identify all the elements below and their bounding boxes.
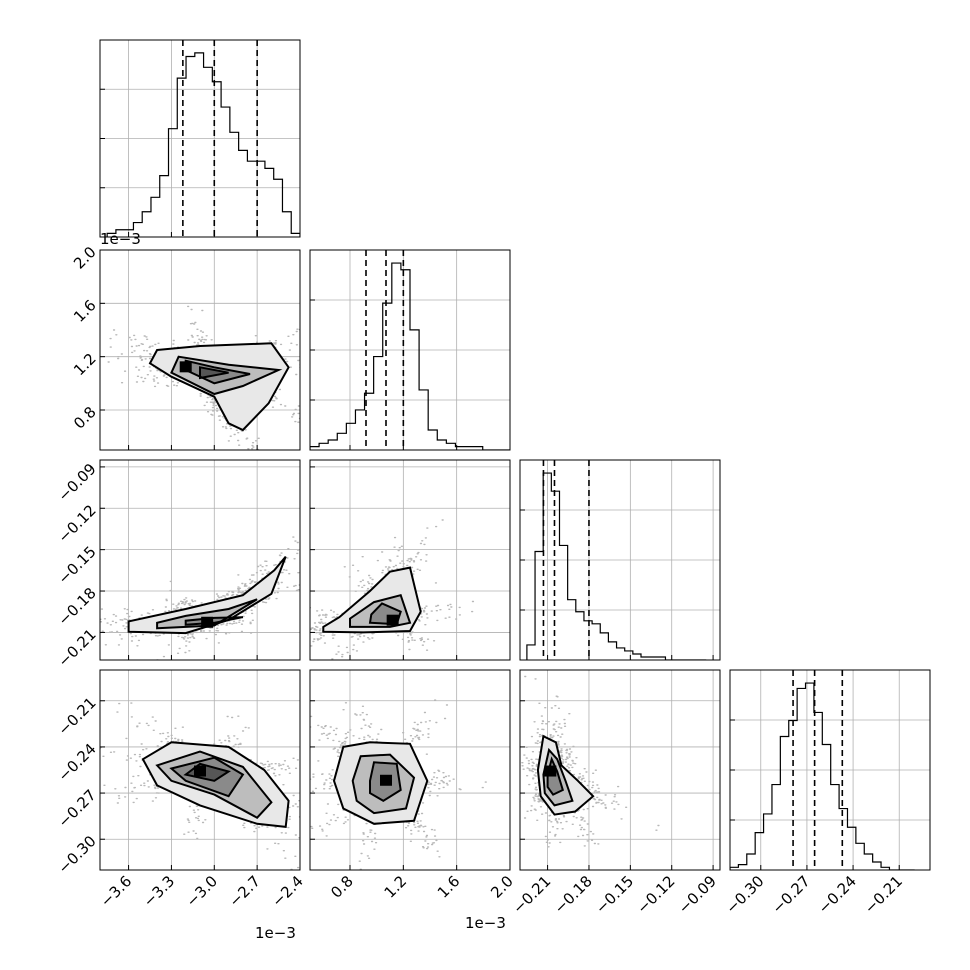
- x-tick-label-param-0: −3.0: [183, 872, 221, 910]
- histogram-grid-0: [100, 40, 300, 237]
- joint-frame-0-3: [99, 669, 301, 871]
- y-tick-label-param-3: −0.27: [54, 786, 99, 831]
- contour-level-1: [349, 593, 412, 628]
- histogram-panel-2: [519, 459, 721, 661]
- histogram-frame-2: [519, 459, 721, 661]
- joint-panel-0-3: [99, 669, 301, 871]
- histogram-grid-2: [520, 460, 720, 660]
- joint-frame-0-1: [99, 249, 301, 451]
- y-tick-label-param-1: 2.0: [70, 243, 100, 273]
- joint-frame-1-2: [309, 459, 511, 661]
- contour-level-2: [369, 761, 402, 802]
- x-tick-label-param-3: −0.30: [722, 872, 767, 917]
- histogram-panel-0: [99, 39, 301, 238]
- density-fill-3: [200, 367, 229, 378]
- x-tick-label-param-3: −0.24: [815, 872, 860, 917]
- contour-level-1: [542, 747, 574, 807]
- density-peak: [380, 774, 392, 786]
- joint-panel-1-2: [309, 459, 511, 661]
- density-fill-1: [157, 599, 258, 629]
- contour-level-1: [156, 598, 258, 630]
- contour-level-0: [332, 741, 429, 825]
- contour-level-0: [141, 741, 290, 829]
- density-peak: [386, 614, 399, 626]
- joint-frame-0-2: [99, 459, 301, 661]
- x-tick-label-param-0: −2.7: [225, 872, 263, 910]
- histogram-step-1: [310, 262, 510, 450]
- y-tick-label-param-3: −0.30: [54, 832, 99, 877]
- contour-level-2: [184, 359, 251, 385]
- scatter-samples-2-3: [520, 675, 660, 848]
- joint-panel-0-2: [99, 459, 301, 661]
- y-offset-text-param-1: 1e−3: [100, 230, 141, 248]
- x-tick-label-param-3: −0.27: [769, 872, 814, 917]
- contour-level-3: [183, 762, 232, 782]
- joint-panel-1-3: [309, 669, 511, 871]
- histogram-step-3: [730, 682, 915, 870]
- x-tick-label-param-1: 0.8: [327, 872, 357, 902]
- y-tick-label-param-2: −0.12: [54, 501, 99, 546]
- y-tick-label-param-2: −0.09: [54, 460, 99, 505]
- joint-plot-area-0-3: [100, 670, 300, 870]
- x-offset-text-param-1: 1e−3: [465, 914, 506, 932]
- y-tick-label-param-1: 1.6: [70, 296, 100, 326]
- joint-panel-2-3: [519, 669, 721, 871]
- contour-level-3: [199, 366, 229, 380]
- histogram-frame-0: [99, 39, 301, 238]
- joint-frame-2-3: [519, 669, 721, 871]
- x-tick-label-param-1: 2.0: [487, 872, 517, 902]
- x-tick-label-param-2: −0.09: [675, 872, 720, 917]
- scatter-samples-1-2: [310, 519, 475, 660]
- contour-level-2: [169, 756, 245, 798]
- x-tick-label-param-2: −0.12: [633, 872, 678, 917]
- y-tick-label-param-2: −0.15: [54, 543, 99, 588]
- x-tick-label-param-0: −3.6: [97, 872, 135, 910]
- contour-level-2: [368, 602, 402, 626]
- y-tick-label-param-1: 1.2: [70, 350, 100, 380]
- density-peak: [201, 616, 214, 628]
- y-tick-label-param-1: 0.8: [70, 403, 100, 433]
- x-tick-label-param-0: −3.3: [140, 872, 178, 910]
- x-offset-text-param-0: 1e−3: [255, 924, 296, 942]
- joint-frame-1-3: [309, 669, 511, 871]
- contour-level-0: [148, 342, 290, 432]
- joint-plot-area-1-3: [310, 670, 510, 870]
- x-tick-label-param-2: −0.15: [592, 872, 637, 917]
- joint-plot-area-0-1: [100, 250, 300, 450]
- histogram-step-0: [106, 52, 300, 237]
- histogram-grid-1: [310, 250, 510, 450]
- histogram-step-2: [526, 472, 707, 660]
- contour-level-1: [155, 750, 273, 819]
- histogram-frame-3: [729, 669, 931, 871]
- x-tick-label-param-2: −0.18: [551, 872, 596, 917]
- contour-level-0: [536, 734, 595, 816]
- x-tick-label-param-1: 1.2: [381, 872, 411, 902]
- histogram-frame-1: [309, 249, 511, 451]
- x-tick-label-param-3: −0.21: [861, 872, 906, 917]
- histogram-panel-3: [729, 669, 931, 871]
- y-tick-label-param-3: −0.24: [54, 740, 99, 785]
- joint-panel-0-1: [99, 249, 301, 451]
- y-tick-label-param-2: −0.18: [54, 584, 99, 629]
- contour-level-2: [184, 616, 244, 626]
- contour-level-1: [170, 355, 283, 396]
- joint-plot-area-1-2: [310, 460, 510, 660]
- density-peak: [194, 765, 206, 777]
- y-tick-label-param-2: −0.21: [54, 625, 99, 670]
- y-tick-label-param-3: −0.21: [54, 694, 99, 739]
- x-tick-label-param-2: −0.21: [509, 872, 554, 917]
- x-tick-label-param-0: −2.4: [268, 872, 306, 910]
- x-tick-label-param-1: 1.6: [434, 872, 464, 902]
- histogram-grid-3: [730, 670, 930, 870]
- contour-level-0: [322, 566, 422, 634]
- density-peak: [544, 765, 557, 777]
- joint-plot-area-0-2: [100, 460, 300, 660]
- contour-level-1: [351, 753, 416, 815]
- contour-level-2: [546, 756, 565, 796]
- joint-plot-area-2-3: [520, 670, 720, 870]
- density-fill-0: [128, 556, 286, 634]
- histogram-panel-1: [309, 249, 511, 451]
